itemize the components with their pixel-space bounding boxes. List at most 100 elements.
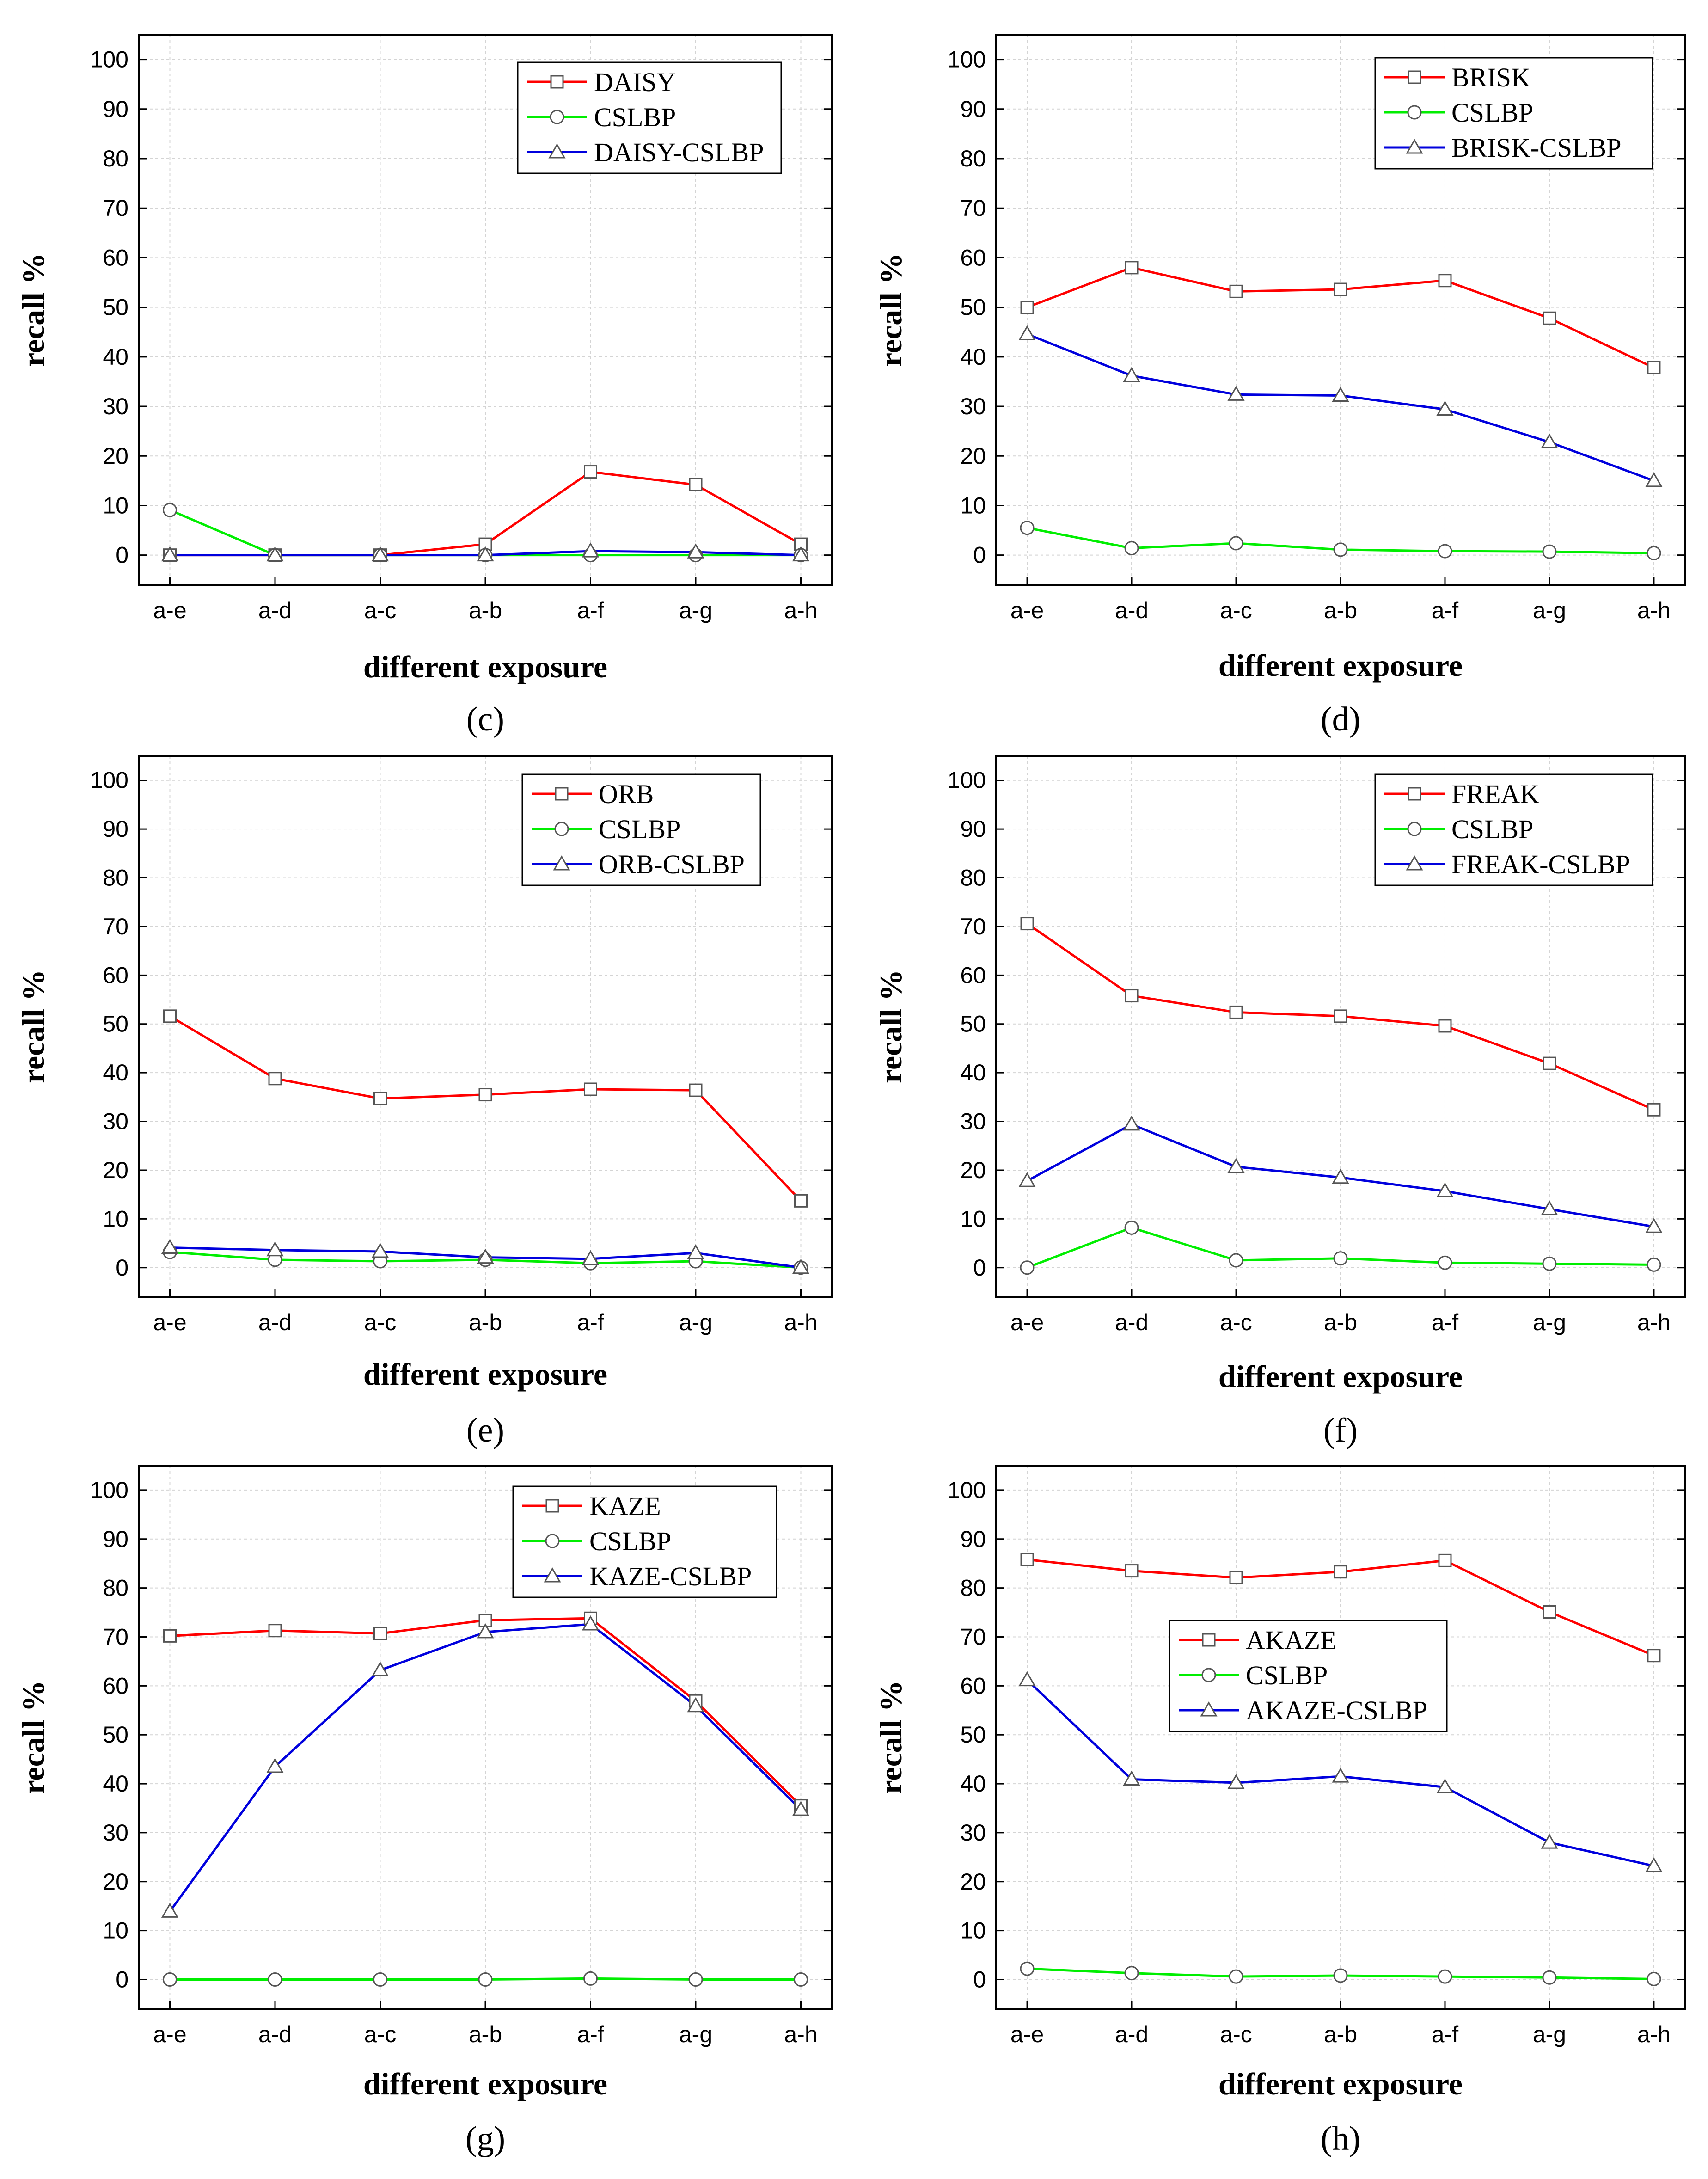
- data-point-CSLBP: [1229, 1969, 1243, 1984]
- data-point-BRISK: [1334, 282, 1347, 296]
- data-point-CSLBP: [1229, 536, 1243, 551]
- data-point-DAISY-CSLBP: [371, 546, 389, 562]
- legend-label-CSLBP: CSLBP: [589, 1526, 671, 1556]
- legend-marker-ORB: [555, 787, 569, 801]
- y-tick-label: 60: [103, 1673, 129, 1699]
- legend-marker-ORB-CSLBP: [553, 855, 570, 871]
- chart-panel-2: 0 10 20 30 40 50 60 70 80 90 100 a-e a-d a-c a-b a-f a-g…: [16, 755, 833, 1449]
- y-tick-label: 60: [103, 962, 129, 988]
- legend-label-DAISY: DAISY: [594, 67, 676, 97]
- data-point-FREAK: [1334, 1009, 1347, 1023]
- y-tick-label: 50: [103, 1011, 129, 1037]
- data-point-CSLBP: [1647, 1971, 1661, 1986]
- data-point-BRISK-CSLBP: [1645, 472, 1663, 487]
- legend-marker-CSLBP: [545, 1534, 560, 1548]
- data-point-DAISY-CSLBP: [477, 546, 494, 562]
- y-tick-label: 10: [103, 1918, 129, 1944]
- data-point-CSLBP: [688, 1972, 703, 1987]
- data-point-AKAZE-CSLBP: [1123, 1770, 1140, 1786]
- panel-label: (h): [1321, 2120, 1360, 2158]
- y-tick-label: 80: [960, 1575, 986, 1601]
- legend-marker-AKAZE-CSLBP: [1200, 1701, 1218, 1717]
- x-tick-label: a-f: [577, 2021, 604, 2047]
- x-axis-title: different exposure: [1218, 1359, 1463, 1394]
- legend-marker-FREAK: [1408, 787, 1421, 801]
- x-tick-label: a-e: [1010, 1309, 1044, 1335]
- x-tick-label: a-b: [1324, 1309, 1357, 1335]
- data-point-DAISY-CSLBP: [582, 542, 600, 558]
- y-tick-label: 0: [116, 1255, 129, 1281]
- x-tick-label: a-f: [1432, 2021, 1458, 2047]
- y-tick-label: 50: [960, 1011, 986, 1037]
- y-tick-label: 90: [103, 96, 129, 122]
- data-point-FREAK: [1020, 917, 1034, 931]
- x-tick-label: a-h: [1637, 1309, 1671, 1335]
- y-tick-label: 10: [960, 1206, 986, 1232]
- y-tick-label: 100: [948, 47, 986, 73]
- data-point-CSLBP: [1229, 1253, 1243, 1268]
- y-tick-label: 40: [960, 1060, 986, 1086]
- x-tick-label: a-d: [1115, 1309, 1148, 1335]
- data-point-CSLBP: [1333, 1968, 1348, 1983]
- legend-label-CSLBP: CSLBP: [1451, 814, 1533, 844]
- y-tick-label: 0: [116, 1966, 129, 1992]
- legend-label-CSLBP: CSLBP: [594, 102, 676, 132]
- x-tick-label: a-h: [784, 2021, 817, 2047]
- x-tick-label: a-c: [364, 2021, 396, 2047]
- x-tick-label: a-d: [258, 2021, 292, 2047]
- legend-label-AKAZE-CSLBP: AKAZE-CSLBP: [1246, 1695, 1427, 1725]
- x-tick-label: a-f: [577, 1309, 604, 1335]
- legend-marker-KAZE: [545, 1499, 559, 1513]
- data-point-FREAK: [1543, 1056, 1556, 1070]
- data-point-KAZE-CSLBP: [161, 1903, 179, 1918]
- x-tick-label: a-g: [1533, 2021, 1566, 2047]
- y-tick-label: 50: [103, 295, 129, 320]
- data-point-ORB: [584, 1082, 597, 1096]
- panel-label: (c): [466, 700, 504, 738]
- data-point-AKAZE: [1543, 1605, 1556, 1619]
- y-tick-label: 0: [973, 1255, 986, 1281]
- data-point-FREAK-CSLBP: [1123, 1115, 1140, 1131]
- y-tick-label: 30: [960, 1109, 986, 1135]
- data-point-AKAZE-CSLBP: [1018, 1671, 1036, 1687]
- legend-label-ORB-CSLBP: ORB-CSLBP: [599, 849, 745, 879]
- legend-marker-BRISK-CSLBP: [1406, 138, 1423, 154]
- x-tick-label: a-g: [679, 2021, 712, 2047]
- data-point-CSLBP: [268, 1972, 282, 1987]
- data-point-CSLBP: [1020, 1961, 1035, 1976]
- y-tick-label: 80: [103, 1575, 129, 1601]
- data-point-FREAK: [1229, 1005, 1243, 1019]
- y-tick-label: 80: [960, 146, 986, 172]
- legend-marker-FREAK-CSLBP: [1406, 855, 1423, 871]
- data-point-CSLBP: [1020, 521, 1035, 535]
- y-tick-label: 30: [960, 1820, 986, 1846]
- x-tick-label: a-b: [469, 1309, 502, 1335]
- data-point-CSLBP: [373, 1972, 387, 1987]
- legend-marker-DAISY: [550, 75, 564, 89]
- x-tick-label: a-c: [1220, 2021, 1252, 2047]
- y-tick-label: 40: [103, 344, 129, 370]
- legend-label-DAISY-CSLBP: DAISY-CSLBP: [594, 137, 764, 167]
- y-tick-label: 20: [960, 1157, 986, 1183]
- data-point-ORB: [373, 1092, 387, 1105]
- x-axis-title: different exposure: [1218, 648, 1463, 683]
- x-tick-label: a-c: [1220, 1309, 1252, 1335]
- y-tick-label: 80: [103, 865, 129, 891]
- x-tick-label: a-e: [1010, 597, 1044, 623]
- data-point-FREAK: [1647, 1103, 1661, 1117]
- legend-label-ORB: ORB: [599, 779, 654, 809]
- data-point-BRISK: [1125, 261, 1139, 275]
- x-tick-label: a-h: [1637, 597, 1671, 623]
- data-point-BRISK: [1020, 301, 1034, 314]
- legend-label-FREAK: FREAK: [1451, 779, 1539, 809]
- data-point-AKAZE: [1125, 1564, 1139, 1578]
- data-point-AKAZE: [1229, 1571, 1243, 1584]
- data-point-FREAK-CSLBP: [1332, 1168, 1349, 1184]
- data-point-KAZE-CSLBP: [477, 1623, 494, 1639]
- data-point-AKAZE-CSLBP: [1436, 1778, 1454, 1793]
- y-tick-label: 10: [960, 492, 986, 518]
- y-tick-label: 100: [948, 767, 986, 793]
- data-point-ORB-CSLBP: [687, 1244, 704, 1259]
- data-point-DAISY: [584, 465, 597, 479]
- y-axis-title: recall %: [873, 253, 908, 367]
